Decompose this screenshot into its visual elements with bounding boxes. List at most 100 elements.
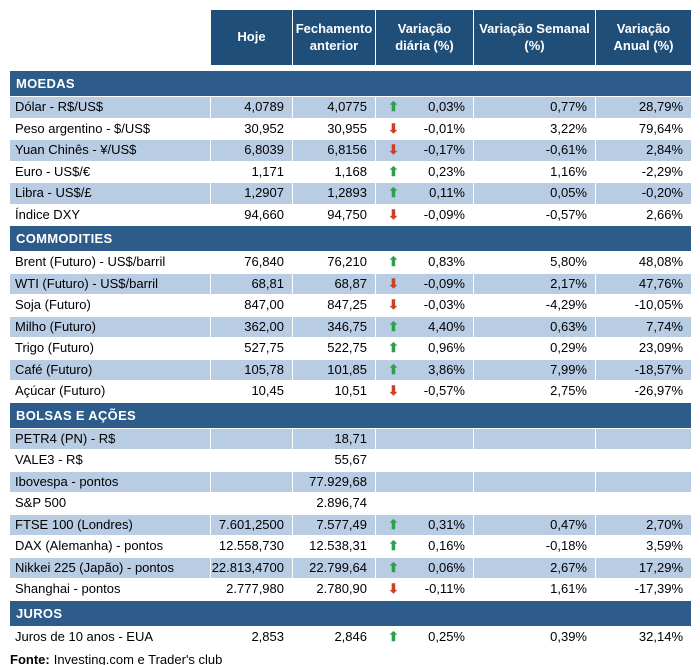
cell-hoje: 94,660 [210, 204, 292, 225]
arrow-down-icon: ⬇ [388, 120, 399, 136]
column-header-variacao-semanal: Variação Semanal (%) [473, 10, 595, 65]
table-row: FTSE 100 (Londres) 7.601,2500 7.577,49 ⬆ 0,3… [10, 514, 691, 536]
cell-hoje: 847,00 [210, 295, 292, 316]
cell-variacao-anual: 7,74% [595, 316, 691, 337]
table-row: Soja (Futuro) 847,00 847,25 ⬇ -0,03% -4,29% -1… [10, 295, 691, 317]
cell-variacao-semanal: 0,77% [473, 97, 595, 118]
table-row: Shanghai - pontos 2.777,980 2.780,90 ⬇ -0,11… [10, 579, 691, 601]
table-row: WTI (Futuro) - US$/barril 68,81 68,87 ⬇ -0,0… [10, 273, 691, 295]
cell-hoje: 7.601,2500 [210, 514, 292, 535]
cell-variacao-diaria: ⬇ -0,57% [375, 381, 473, 402]
cell-hoje: 105,78 [210, 359, 292, 380]
cell-fechamento-anterior: 55,67 [292, 450, 375, 471]
cell-fechamento-anterior: 68,87 [292, 273, 375, 294]
cell-fechamento-anterior: 76,210 [292, 252, 375, 273]
table-row: Açúcar (Futuro) 10,45 10,51 ⬇ -0,57% 2,75% -26… [10, 381, 691, 403]
cell-hoje: 527,75 [210, 338, 292, 359]
cell-fechamento-anterior: 10,51 [292, 381, 375, 402]
cell-hoje: 68,81 [210, 273, 292, 294]
cell-fechamento-anterior: 101,85 [292, 359, 375, 380]
header-corner-cell [10, 10, 210, 65]
cell-variacao-diaria: ⬆ 0,23% [375, 161, 473, 182]
table-row: Libra - US$/£ 1,2907 1,2893 ⬆ 0,11% 0,05% -0,2… [10, 183, 691, 205]
cell-variacao-diaria: ⬇ -0,01% [375, 118, 473, 139]
cell-fechamento-anterior: 18,71 [292, 428, 375, 449]
cell-hoje: 76,840 [210, 252, 292, 273]
table-row: DAX (Alemanha) - pontos 12.558,730 12.538,… [10, 536, 691, 558]
arrow-up-icon: ⬆ [388, 559, 399, 575]
cell-fechamento-anterior: 1,2893 [292, 183, 375, 204]
cell-variacao-semanal: 2,75% [473, 381, 595, 402]
arrow-up-icon: ⬆ [388, 538, 399, 554]
finance-table-body: MOEDAS Dólar - R$/US$ 4,0789 4,0775 ⬆ 0,03% 0,… [10, 71, 691, 648]
cell-variacao-anual: 28,79% [595, 97, 691, 118]
cell-variacao-diaria: ⬆ 0,11% [375, 183, 473, 204]
cell-hoje: 2.777,980 [210, 579, 292, 600]
table-row: S&P 500 2.896,74 [10, 493, 691, 515]
cell-variacao-diaria [375, 471, 473, 492]
row-label: Nikkei 225 (Japão) - pontos [15, 559, 174, 575]
variacao-diaria-value: -0,03% [423, 297, 465, 313]
arrow-down-icon: ⬇ [388, 142, 399, 158]
cell-variacao-diaria [375, 450, 473, 471]
cell-variacao-diaria: ⬆ 0,06% [375, 557, 473, 578]
row-label: Dólar - R$/US$ [15, 99, 104, 114]
cell-hoje: 22.813,4700 [210, 557, 292, 578]
cell-variacao-anual: 23,09% [595, 338, 691, 359]
cell-variacao-anual [595, 471, 691, 492]
cell-hoje: 12.558,730 [210, 536, 292, 557]
cell-hoje [210, 471, 292, 492]
source-text: Investing.com e Trader's club [53, 652, 223, 665]
table-row: Peso argentino - $/US$ 30,952 30,955 ⬇ -0,01… [10, 118, 691, 140]
cell-variacao-semanal: -0,57% [473, 204, 595, 225]
row-label: Peso argentino - $/US$ [15, 120, 151, 136]
table-row: Índice DXY 94,660 94,750 ⬇ -0,09% -0,57% 2,66% [10, 204, 691, 226]
variacao-diaria-value: 0,06% [428, 559, 465, 575]
cell-variacao-semanal: 7,99% [473, 359, 595, 380]
cell-hoje: 6,8039 [210, 140, 292, 161]
row-label: Libra - US$/£ [15, 185, 92, 200]
row-label: Euro - US$/€ [15, 163, 91, 179]
cell-variacao-diaria [375, 493, 473, 514]
variacao-diaria-value: -0,09% [423, 206, 465, 222]
section-header: BOLSAS E AÇÕES [10, 402, 691, 429]
table-row: Juros de 10 anos - EUA 2,853 2,846 ⬆ 0,25% 0,… [10, 626, 691, 648]
arrow-down-icon: ⬇ [388, 275, 399, 291]
cell-variacao-semanal: 0,05% [473, 183, 595, 204]
cell-variacao-anual: 47,76% [595, 273, 691, 294]
cell-variacao-diaria [375, 428, 473, 449]
cell-variacao-semanal: 2,17% [473, 273, 595, 294]
cell-variacao-semanal: 1,16% [473, 161, 595, 182]
variacao-diaria-value: 0,16% [428, 538, 465, 554]
cell-variacao-diaria: ⬆ 0,25% [375, 626, 473, 647]
cell-fechamento-anterior: 6,8156 [292, 140, 375, 161]
table-row: Nikkei 225 (Japão) - pontos 22.813,4700 22… [10, 557, 691, 579]
row-label: Índice DXY [15, 206, 81, 222]
cell-variacao-diaria: ⬇ -0,09% [375, 204, 473, 225]
cell-variacao-semanal: -0,18% [473, 536, 595, 557]
cell-hoje: 30,952 [210, 118, 292, 139]
source-note: Fonte: Investing.com e Trader's club [10, 652, 700, 665]
variacao-diaria-value: -0,11% [424, 581, 465, 597]
cell-variacao-anual [595, 450, 691, 471]
row-label: S&P 500 [15, 495, 67, 510]
cell-variacao-semanal: 0,47% [473, 514, 595, 535]
cell-fechamento-anterior: 2,846 [292, 626, 375, 647]
variacao-diaria-value: -0,17% [423, 142, 465, 158]
cell-fechamento-anterior: 94,750 [292, 204, 375, 225]
variacao-diaria-value: 0,96% [428, 340, 465, 356]
row-label: Soja (Futuro) [15, 297, 91, 312]
cell-variacao-anual: 48,08% [595, 252, 691, 273]
cell-hoje: 10,45 [210, 381, 292, 402]
cell-fechamento-anterior: 30,955 [292, 118, 375, 139]
cell-variacao-diaria: ⬆ 0,96% [375, 338, 473, 359]
cell-variacao-diaria: ⬆ 0,16% [375, 536, 473, 557]
cell-fechamento-anterior: 1,168 [292, 161, 375, 182]
cell-fechamento-anterior: 2.896,74 [292, 493, 375, 514]
cell-fechamento-anterior: 346,75 [292, 316, 375, 337]
cell-variacao-anual: 32,14% [595, 626, 691, 647]
arrow-up-icon: ⬆ [388, 163, 399, 179]
row-label: FTSE 100 (Londres) [15, 516, 133, 532]
cell-variacao-anual: 79,64% [595, 118, 691, 139]
row-label: Trigo (Futuro) [15, 340, 94, 355]
